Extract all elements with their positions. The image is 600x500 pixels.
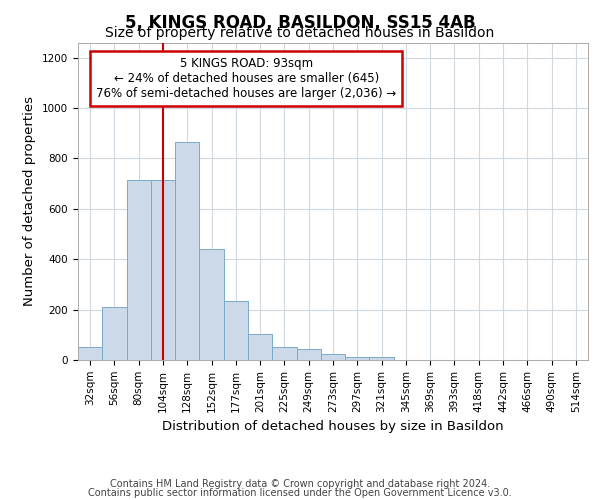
Bar bbox=[370, 356, 394, 360]
Bar bbox=[175, 142, 199, 360]
Text: Size of property relative to detached houses in Basildon: Size of property relative to detached ho… bbox=[106, 26, 494, 40]
Bar bbox=[127, 180, 151, 360]
Bar bbox=[199, 249, 224, 360]
Bar bbox=[78, 348, 102, 360]
Bar bbox=[345, 356, 370, 360]
Bar bbox=[248, 334, 272, 360]
Bar bbox=[151, 180, 175, 360]
X-axis label: Distribution of detached houses by size in Basildon: Distribution of detached houses by size … bbox=[162, 420, 504, 433]
Text: Contains HM Land Registry data © Crown copyright and database right 2024.: Contains HM Land Registry data © Crown c… bbox=[110, 479, 490, 489]
Y-axis label: Number of detached properties: Number of detached properties bbox=[23, 96, 37, 306]
Bar bbox=[224, 301, 248, 360]
Text: 5 KINGS ROAD: 93sqm
← 24% of detached houses are smaller (645)
76% of semi-detac: 5 KINGS ROAD: 93sqm ← 24% of detached ho… bbox=[96, 57, 397, 100]
Bar bbox=[321, 354, 345, 360]
Bar bbox=[272, 348, 296, 360]
Bar bbox=[102, 307, 127, 360]
Text: Contains public sector information licensed under the Open Government Licence v3: Contains public sector information licen… bbox=[88, 488, 512, 498]
Bar bbox=[296, 348, 321, 360]
Text: 5, KINGS ROAD, BASILDON, SS15 4AB: 5, KINGS ROAD, BASILDON, SS15 4AB bbox=[125, 14, 475, 32]
